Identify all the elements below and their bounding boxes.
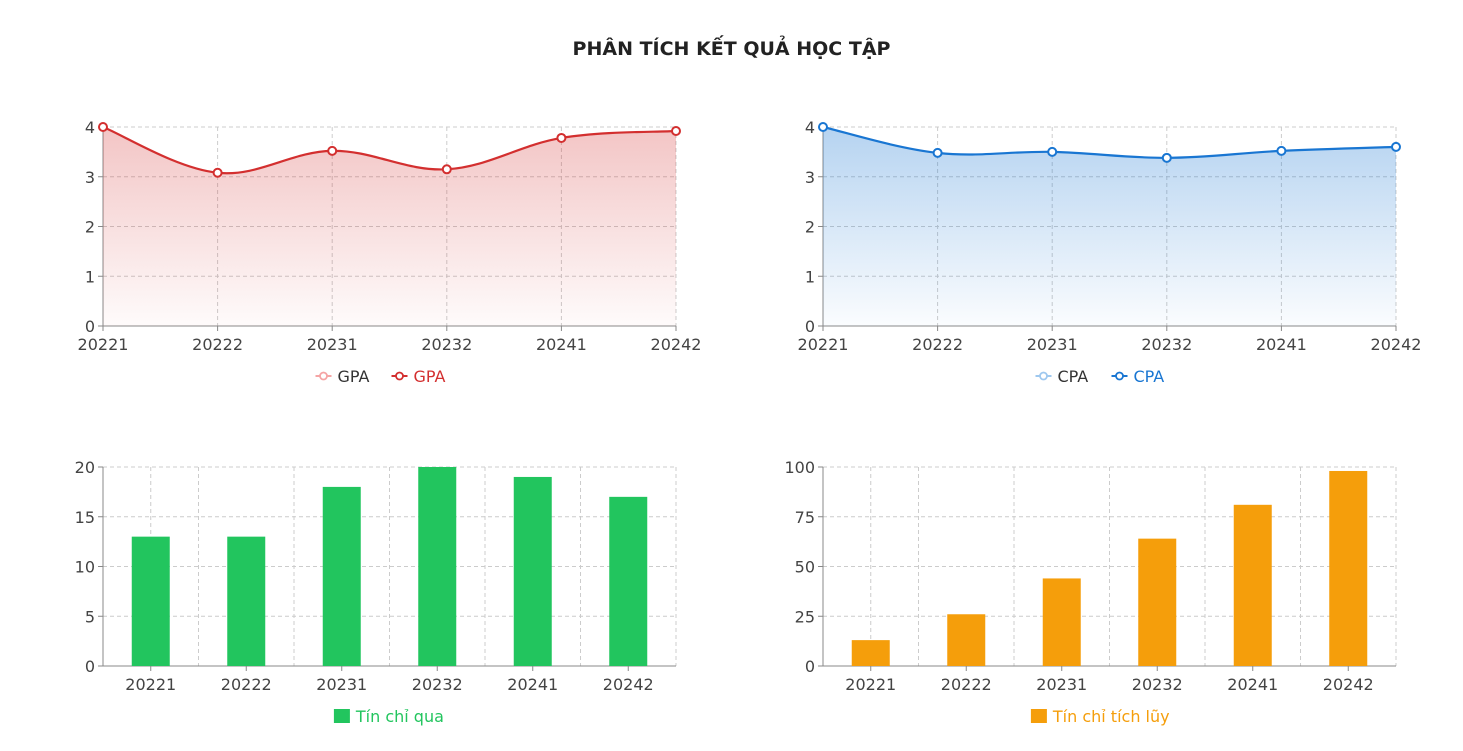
- legend-swatch-icon: [1030, 709, 1047, 723]
- x-tick-label: 20231: [307, 335, 358, 354]
- data-point[interactable]: [1391, 141, 1401, 152]
- page-title: PHÂN TÍCH KẾT QUẢ HỌC TẬP: [572, 38, 891, 60]
- x-tick-label: 20241: [1256, 335, 1307, 354]
- y-tick-label: 1: [805, 267, 815, 286]
- y-tick-label: 25: [795, 607, 815, 626]
- x-tick-label: 20231: [1027, 335, 1078, 354]
- legend-label: Tín chỉ qua: [355, 707, 444, 726]
- x-tick-label: 20241: [1227, 675, 1278, 694]
- legend: CPA CPA: [1035, 367, 1165, 386]
- x-tick-label: 20222: [192, 335, 243, 354]
- y-tick-label: 10: [75, 558, 95, 577]
- x-tick-label: 20242: [651, 335, 702, 354]
- x-tick-label: 20221: [78, 335, 129, 354]
- data-point[interactable]: [932, 147, 943, 158]
- bar[interactable]: [851, 640, 890, 666]
- legend-label: CPA: [1058, 367, 1089, 386]
- x-tick-label: 20231: [316, 675, 367, 694]
- series-line: [822, 125, 1397, 159]
- data-point[interactable]: [556, 132, 567, 143]
- bar[interactable]: [131, 536, 170, 666]
- data-point[interactable]: [671, 125, 681, 136]
- data-point[interactable]: [98, 122, 108, 132]
- x-tick-label: 20232: [421, 335, 472, 354]
- y-tick-label: 5: [85, 607, 95, 626]
- legend-item[interactable]: CPA: [1111, 367, 1165, 386]
- y-tick-label: 0: [805, 657, 815, 676]
- legend-marker-icon: [395, 371, 404, 381]
- x-tick-label: 20241: [507, 675, 558, 694]
- credits-accumulated-chart: 0 25 50 75 100 20221 20222 20231 20232 20241 20242…: [784, 458, 1397, 726]
- legend-marker-icon: [1115, 371, 1124, 381]
- x-tick-label: 20241: [536, 335, 587, 354]
- data-point[interactable]: [1161, 152, 1172, 163]
- bar[interactable]: [227, 536, 266, 666]
- y-tick-label: 2: [805, 218, 815, 237]
- legend-swatch-icon: [333, 709, 350, 723]
- area-fill: [823, 127, 1396, 326]
- bar[interactable]: [513, 476, 552, 666]
- bar[interactable]: [947, 614, 986, 666]
- y-tick-label: 4: [85, 118, 95, 137]
- x-tick-label: 20222: [941, 675, 992, 694]
- y-tick-label: 1: [85, 267, 95, 286]
- area-fill: [103, 127, 676, 326]
- x-tick-label: 20231: [1036, 675, 1087, 694]
- gridlines: [823, 466, 1397, 666]
- bar[interactable]: [609, 496, 648, 666]
- legend-marker-icon: [319, 371, 328, 381]
- y-tick-label: 0: [85, 657, 95, 676]
- legend-label: GPA: [414, 367, 446, 386]
- legend-label: Tín chỉ tích lũy: [1052, 707, 1170, 726]
- y-tick-label: 20: [75, 458, 95, 477]
- legend-marker-icon: [1039, 371, 1048, 381]
- bar[interactable]: [1329, 470, 1368, 666]
- y-tick-label: 75: [795, 508, 815, 527]
- x-tick-label: 20242: [1323, 675, 1374, 694]
- y-tick-label: 50: [795, 558, 815, 577]
- x-tick-label: 20222: [221, 675, 272, 694]
- x-tick-label: 20221: [125, 675, 176, 694]
- bar[interactable]: [1138, 538, 1177, 666]
- x-tick-label: 20242: [603, 675, 654, 694]
- x-tick-label: 20242: [1371, 335, 1422, 354]
- y-tick-label: 4: [805, 118, 815, 137]
- series-line: [102, 125, 677, 175]
- data-point[interactable]: [327, 145, 338, 156]
- legend-item[interactable]: Tín chỉ qua: [333, 707, 444, 726]
- data-point[interactable]: [441, 164, 452, 175]
- x-tick-label: 20221: [798, 335, 849, 354]
- bar[interactable]: [418, 467, 457, 666]
- bar[interactable]: [1233, 504, 1272, 666]
- x-tick-label: 20232: [1132, 675, 1183, 694]
- y-tick-label: 3: [85, 168, 95, 187]
- gridlines: [103, 466, 677, 666]
- data-point[interactable]: [1047, 146, 1058, 157]
- x-tick-label: 20221: [845, 675, 896, 694]
- data-point[interactable]: [1276, 145, 1287, 156]
- y-tick-label: 15: [75, 508, 95, 527]
- data-point[interactable]: [212, 167, 223, 178]
- legend-item[interactable]: CPA: [1035, 367, 1089, 386]
- y-tick-label: 0: [805, 317, 815, 336]
- legend-item[interactable]: Tín chỉ tích lũy: [1030, 707, 1170, 726]
- x-tick-label: 20232: [1141, 335, 1192, 354]
- x-tick-label: 20232: [412, 675, 463, 694]
- x-tick-label: 20222: [912, 335, 963, 354]
- y-tick-label: 2: [85, 218, 95, 237]
- legend-label: GPA: [338, 367, 370, 386]
- legend-item[interactable]: GPA: [315, 367, 370, 386]
- y-tick-label: 100: [784, 458, 815, 477]
- bar[interactable]: [1042, 578, 1081, 666]
- bar[interactable]: [322, 486, 361, 666]
- data-point[interactable]: [818, 122, 828, 132]
- y-tick-label: 0: [85, 317, 95, 336]
- y-tick-label: 3: [805, 168, 815, 187]
- legend-label: CPA: [1134, 367, 1165, 386]
- credits-passed-chart: 0 5 10 15 20 20221 20222 20231 20232 20241 20242 Tí…: [75, 458, 677, 726]
- legend-item[interactable]: GPA: [391, 367, 446, 386]
- legend: GPA GPA: [315, 367, 446, 386]
